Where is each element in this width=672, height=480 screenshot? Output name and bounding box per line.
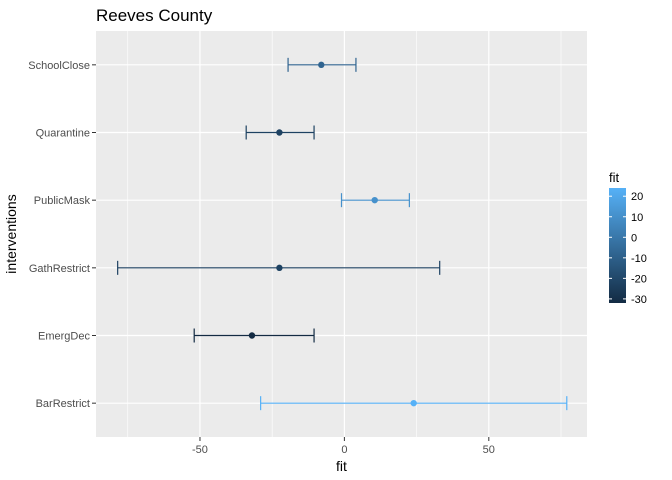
y-tick-label: GathRestrict [29, 263, 90, 275]
marks [117, 57, 568, 411]
legend-tick-label: 0 [631, 232, 637, 244]
errorbar-emergdec [193, 328, 315, 343]
legend-tick-label: 10 [631, 212, 643, 224]
y-ticks: SchoolClose Quarantine PublicMask GathRestr… [28, 60, 96, 410]
legend-tick-label: -20 [631, 273, 647, 285]
x-tick-label: -50 [192, 444, 208, 456]
errorbar-quarantine [245, 125, 315, 140]
legend-tick-label: -30 [631, 294, 647, 306]
y-axis-title: interventions [3, 194, 19, 273]
x-tick-label: 50 [483, 444, 495, 456]
fit-point [276, 264, 283, 272]
colorbar [609, 188, 626, 303]
legend-title: fit [609, 170, 620, 185]
y-tick-label: BarRestrict [36, 398, 90, 410]
errorbar-gathrestrict [117, 260, 441, 275]
errorbar-publicmask [340, 193, 410, 208]
chart-title: Reeves County [96, 6, 213, 25]
fit-point [410, 399, 417, 407]
fit-point [276, 129, 283, 136]
y-tick-label: EmergDec [38, 331, 90, 343]
plot-panel [96, 31, 587, 437]
legend-tick-label: -10 [631, 253, 647, 265]
errorbar-barrestrict [260, 396, 568, 411]
y-tick-label: Quarantine [36, 128, 90, 140]
x-ticks: -50 0 50 [192, 437, 495, 456]
legend: fit 20 10 0 -10 -20 -30 [609, 170, 647, 306]
fit-point [371, 196, 378, 204]
legend-tick-label: 20 [631, 191, 643, 203]
x-tick-label: 0 [341, 444, 347, 456]
x-axis-title: fit [336, 458, 347, 474]
fit-point [318, 61, 325, 69]
y-tick-label: PublicMask [34, 195, 91, 207]
errorbar-schoolclose [287, 57, 357, 72]
fit-point [248, 332, 256, 339]
y-tick-label: SchoolClose [28, 60, 90, 72]
